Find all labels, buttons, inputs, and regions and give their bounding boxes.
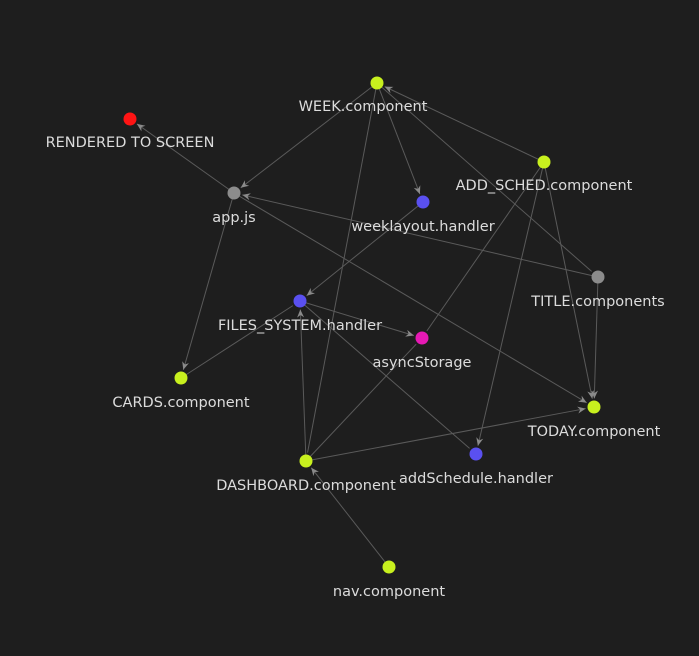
node-dot-nav[interactable] xyxy=(382,560,396,574)
edge-addsched-to-async xyxy=(426,161,545,332)
node-label-rendered: RENDERED TO SCREEN xyxy=(46,135,215,151)
node-label-addsched: ADD_SCHED.component xyxy=(456,178,633,194)
edge-title-to-app xyxy=(242,194,599,278)
node-today[interactable]: TODAY.component xyxy=(527,400,661,441)
node-title[interactable]: TITLE.components xyxy=(530,270,665,311)
node-dot-rendered[interactable] xyxy=(123,112,137,126)
node-label-cards: CARDS.component xyxy=(112,395,249,411)
node-dot-weeklayout[interactable] xyxy=(416,195,430,209)
arrowhead-nav-to-dashboard xyxy=(311,467,319,477)
node-label-dashboard: DASHBOARD.component xyxy=(216,478,396,494)
arrowhead-files-to-async xyxy=(405,329,414,337)
nodes-layer: WEEK.component RENDERED TO SCREEN ADD_SCHE… xyxy=(46,76,665,601)
node-label-today: TODAY.component xyxy=(527,424,661,440)
arrowhead-week-to-app xyxy=(240,180,250,188)
arrowhead-app-to-rendered xyxy=(136,123,146,132)
node-dot-async[interactable] xyxy=(415,331,429,345)
node-label-title: TITLE.components xyxy=(530,294,664,310)
node-cards[interactable]: CARDS.component xyxy=(112,371,250,412)
node-dot-addsched[interactable] xyxy=(537,155,551,169)
edge-app-to-rendered xyxy=(136,123,235,194)
edge-addsched-to-today xyxy=(543,161,593,399)
arrowhead-week-to-weeklayout xyxy=(413,185,421,195)
edge-dashboard-to-files xyxy=(299,309,307,462)
node-dot-files[interactable] xyxy=(293,294,307,308)
edge-title-to-today xyxy=(593,276,599,399)
node-label-nav: nav.component xyxy=(333,584,445,600)
node-dot-app[interactable] xyxy=(227,186,241,200)
arrowhead-weeklayout-to-files xyxy=(306,287,315,296)
edge-files-to-addhandler xyxy=(299,300,470,449)
node-dashboard[interactable]: DASHBOARD.component xyxy=(216,454,396,495)
node-label-week: WEEK.component xyxy=(299,99,428,115)
node-dot-today[interactable] xyxy=(587,400,601,414)
node-dot-dashboard[interactable] xyxy=(299,454,313,468)
node-label-weeklayout: weeklayout.handler xyxy=(351,219,494,235)
edge-cards-to-files xyxy=(180,305,294,379)
node-files[interactable]: FILES_SYSTEM.handler xyxy=(218,294,382,335)
edge-week-to-app xyxy=(240,82,378,189)
node-async[interactable]: asyncStorage xyxy=(373,331,472,372)
arrowhead-addsched-to-today xyxy=(587,390,595,399)
node-weeklayout[interactable]: weeklayout.handler xyxy=(351,195,495,236)
node-app[interactable]: app.js xyxy=(212,186,256,227)
arrowhead-dashboard-to-today xyxy=(577,406,586,414)
edges-layer xyxy=(136,82,599,568)
edge-dashboard-to-today xyxy=(305,408,586,462)
arrowhead-addsched-to-addhandler xyxy=(476,437,484,446)
arrowhead-app-to-cards xyxy=(182,361,189,370)
edge-nav-to-dashboard xyxy=(310,467,390,568)
edge-files-to-async xyxy=(299,300,415,337)
node-week[interactable]: WEEK.component xyxy=(299,76,428,116)
arrowhead-app-to-today xyxy=(578,395,587,403)
node-rendered[interactable]: RENDERED TO SCREEN xyxy=(46,112,215,152)
edge-week-to-title xyxy=(376,82,592,272)
edge-week-to-weeklayout xyxy=(376,82,421,195)
node-dot-week[interactable] xyxy=(370,76,384,90)
arrowhead-dashboard-to-files xyxy=(297,309,305,318)
edge-week-to-dashboard xyxy=(307,82,378,453)
node-label-addhandler: addSchedule.handler xyxy=(399,471,553,487)
node-label-async: asyncStorage xyxy=(373,355,472,371)
edge-app-to-cards xyxy=(182,192,235,370)
node-addhandler[interactable]: addSchedule.handler xyxy=(399,447,553,488)
node-dot-title[interactable] xyxy=(591,270,605,284)
node-dot-cards[interactable] xyxy=(174,371,188,385)
node-label-app: app.js xyxy=(212,210,256,226)
edge-dashboard-to-async xyxy=(305,343,417,462)
node-dot-addhandler[interactable] xyxy=(469,447,483,461)
edge-addsched-to-week xyxy=(384,86,545,163)
edge-app-to-today xyxy=(233,192,587,404)
node-nav[interactable]: nav.component xyxy=(333,560,445,601)
arrowhead-title-to-app xyxy=(242,193,251,201)
edge-weeklayout-to-files xyxy=(306,201,424,297)
node-label-files: FILES_SYSTEM.handler xyxy=(218,318,382,334)
edge-addsched-to-addhandler xyxy=(477,161,545,446)
arrowhead-addsched-to-week xyxy=(384,86,394,94)
node-addsched[interactable]: ADD_SCHED.component xyxy=(456,155,633,195)
